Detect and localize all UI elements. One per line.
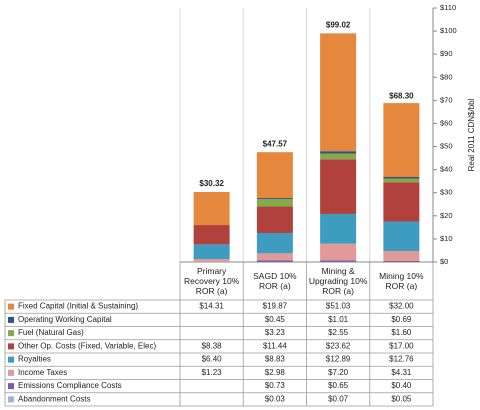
table-cell: $17.00 bbox=[389, 341, 414, 350]
table-cell: $0.69 bbox=[391, 315, 412, 324]
bar-segment bbox=[256, 206, 293, 233]
y-tick-label: $10 bbox=[440, 234, 453, 243]
table-cell: $8.38 bbox=[202, 341, 223, 350]
legend-swatch bbox=[8, 303, 14, 310]
bar-segment bbox=[383, 251, 420, 261]
bar-segment bbox=[383, 178, 420, 183]
bar-segment bbox=[320, 159, 357, 214]
table-cell: $6.40 bbox=[202, 355, 223, 364]
legend-label: Fuel (Natural Gas) bbox=[18, 328, 84, 337]
legend-label: Fixed Capital (Initial & Sustaining) bbox=[18, 302, 138, 311]
bar-segment bbox=[193, 259, 230, 262]
category-label: SAGD 10% ROR (a) bbox=[253, 271, 297, 291]
bar-segment bbox=[256, 152, 293, 199]
legend-swatch bbox=[8, 369, 14, 376]
legend-label: Royalties bbox=[18, 355, 51, 364]
bar-segment bbox=[383, 177, 420, 179]
bar-segment bbox=[383, 182, 420, 222]
bar-segment bbox=[256, 198, 293, 200]
legend-swatch bbox=[8, 356, 14, 363]
bar-segment bbox=[193, 225, 230, 245]
table-cell: $0.45 bbox=[265, 315, 286, 324]
table-cell: $3.23 bbox=[265, 328, 286, 337]
bar-segment bbox=[256, 253, 293, 261]
bar-segment bbox=[383, 103, 420, 178]
table-cell: $0.40 bbox=[391, 381, 412, 390]
y-tick-label: $90 bbox=[440, 49, 453, 58]
table-cell: $2.98 bbox=[265, 368, 286, 377]
y-tick-label: $110 bbox=[440, 3, 456, 12]
table-cell: $1.01 bbox=[328, 315, 349, 324]
table-cell: $0.05 bbox=[391, 394, 412, 403]
legend-swatch bbox=[8, 343, 14, 350]
y-tick-label: $60 bbox=[440, 118, 453, 127]
bar-segment bbox=[320, 243, 357, 261]
total-label: $68.30 bbox=[389, 91, 414, 100]
y-tick-label: $0 bbox=[440, 257, 448, 266]
legend-label: Emissions Compliance Costs bbox=[18, 381, 122, 390]
total-label: $30.32 bbox=[199, 179, 224, 188]
table-cell: $0.65 bbox=[328, 381, 349, 390]
table-cell: $32.00 bbox=[389, 302, 414, 311]
table-cell: $1.60 bbox=[391, 328, 412, 337]
table-cell: $4.31 bbox=[391, 368, 412, 377]
bar-segment bbox=[383, 221, 420, 252]
table-cell: $51.03 bbox=[326, 302, 351, 311]
bar-segment bbox=[320, 213, 357, 244]
y-tick-label: $20 bbox=[440, 211, 453, 220]
category-header: Mining & Upgrading 10% ROR (a) bbox=[308, 266, 368, 296]
table-cell: $8.83 bbox=[265, 355, 286, 364]
legend-label: Other Op. Costs (Fixed, Variable, Elec) bbox=[18, 341, 156, 350]
table-cell: $14.31 bbox=[199, 302, 224, 311]
table-cell: $0.07 bbox=[328, 394, 349, 403]
category-header: Primary Recovery 10% ROR (a) bbox=[183, 266, 240, 296]
y-axis-label: Real 2011 CDN$/bbl bbox=[467, 98, 476, 171]
total-label: $47.57 bbox=[263, 139, 288, 148]
table-cell: $12.89 bbox=[326, 355, 351, 364]
bar-segment bbox=[256, 199, 293, 207]
legend-swatch bbox=[8, 330, 14, 337]
table-cell: $0.73 bbox=[265, 381, 286, 390]
total-label: $99.02 bbox=[326, 20, 351, 29]
bar-segment bbox=[193, 191, 230, 226]
y-tick-label: $80 bbox=[440, 72, 453, 81]
table-cell: $12.76 bbox=[389, 355, 414, 364]
table-cell: $19.87 bbox=[263, 302, 288, 311]
table-cell: $23.62 bbox=[326, 341, 351, 350]
table-cell: $1.23 bbox=[202, 368, 223, 377]
y-tick-label: $100 bbox=[440, 26, 457, 35]
legend-label: Income Taxes bbox=[18, 368, 67, 377]
legend-swatch bbox=[8, 316, 14, 323]
y-tick-label: $70 bbox=[440, 95, 453, 104]
category-header: SAGD 10% ROR (a) bbox=[253, 271, 297, 291]
y-tick-label: $40 bbox=[440, 165, 453, 174]
category-label: Primary Recovery 10% ROR (a) bbox=[183, 266, 240, 296]
bar-segment bbox=[320, 33, 357, 152]
bar-segment bbox=[320, 153, 357, 160]
bar-segment bbox=[256, 232, 293, 254]
category-label: Mining & Upgrading 10% ROR (a) bbox=[308, 266, 368, 296]
table-cell: $11.44 bbox=[263, 341, 287, 350]
y-tick-label: $50 bbox=[440, 142, 453, 151]
table-cell: $2.55 bbox=[328, 328, 349, 337]
category-header: Mining 10% ROR (a) bbox=[379, 271, 424, 291]
category-label: Mining 10% ROR (a) bbox=[379, 271, 424, 291]
legend-label: Abandonment Costs bbox=[18, 394, 91, 403]
bar-segment bbox=[256, 260, 293, 262]
table-cell: $0.03 bbox=[265, 394, 286, 403]
y-tick-label: $30 bbox=[440, 188, 453, 197]
legend-swatch bbox=[8, 396, 14, 403]
bar-segment bbox=[383, 260, 420, 262]
legend-swatch bbox=[8, 383, 14, 390]
bar-segment bbox=[193, 244, 230, 260]
legend-label: Operating Working Capital bbox=[18, 315, 112, 324]
bar-segment bbox=[320, 151, 357, 154]
bar-segment bbox=[320, 260, 357, 262]
table-cell: $7.20 bbox=[328, 368, 349, 377]
